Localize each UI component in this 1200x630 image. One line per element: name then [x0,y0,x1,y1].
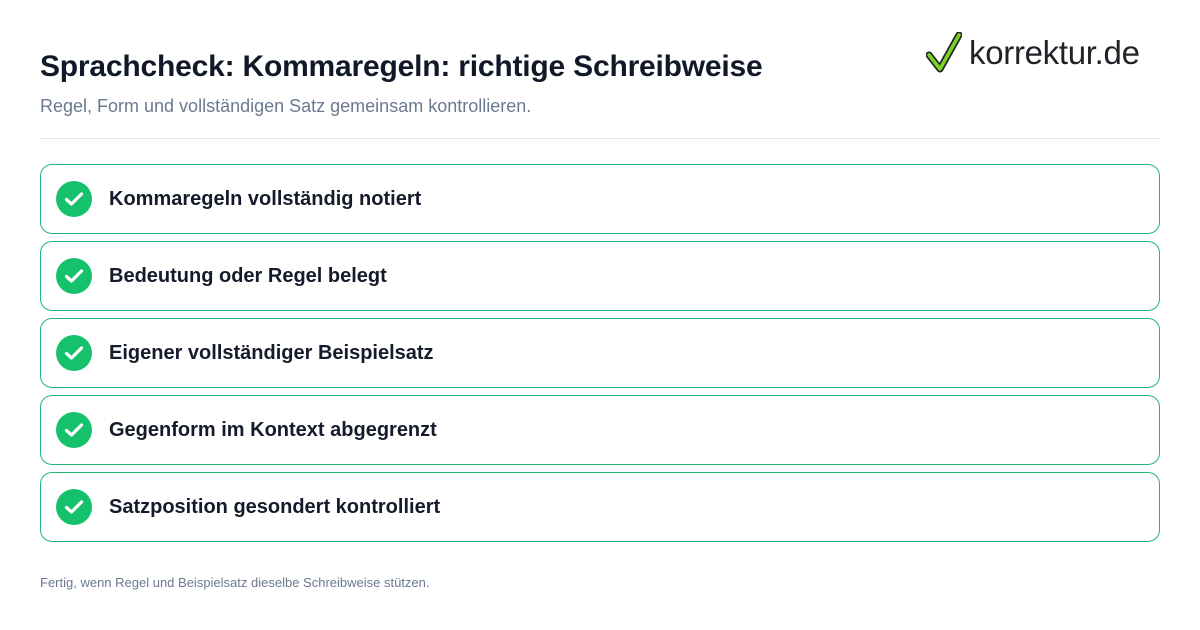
checklist-item: Bedeutung oder Regel belegt [40,241,1160,311]
checkmark-icon [926,32,962,73]
checklist-item: Gegenform im Kontext abgegrenzt [40,395,1160,465]
checklist: Kommaregeln vollständig notiert Bedeutun… [40,164,1160,549]
check-circle-icon [56,258,92,294]
brand-logo[interactable]: korrektur.de [926,30,1140,76]
brand-name: korrektur.de [969,34,1140,71]
checklist-item-label: Kommaregeln vollständig notiert [109,187,422,210]
header-divider [40,138,1160,139]
checklist-item-label: Gegenform im Kontext abgegrenzt [109,418,437,441]
checklist-item-label: Eigener vollständiger Beispielsatz [109,341,434,364]
check-circle-icon [56,412,92,448]
page-subtitle: Regel, Form und vollständigen Satz gemei… [40,96,532,116]
footer-note: Fertig, wenn Regel und Beispielsatz dies… [40,575,430,590]
check-circle-icon [56,181,92,217]
check-circle-icon [56,489,92,525]
checklist-item-label: Bedeutung oder Regel belegt [109,264,387,287]
checklist-item-label: Satzposition gesondert kontrolliert [109,495,441,518]
checklist-item: Satzposition gesondert kontrolliert [40,472,1160,542]
checklist-item: Eigener vollständiger Beispielsatz [40,318,1160,388]
checklist-item: Kommaregeln vollständig notiert [40,164,1160,234]
check-circle-icon [56,335,92,371]
page-title: Sprachcheck: Kommaregeln: richtige Schre… [40,50,763,83]
